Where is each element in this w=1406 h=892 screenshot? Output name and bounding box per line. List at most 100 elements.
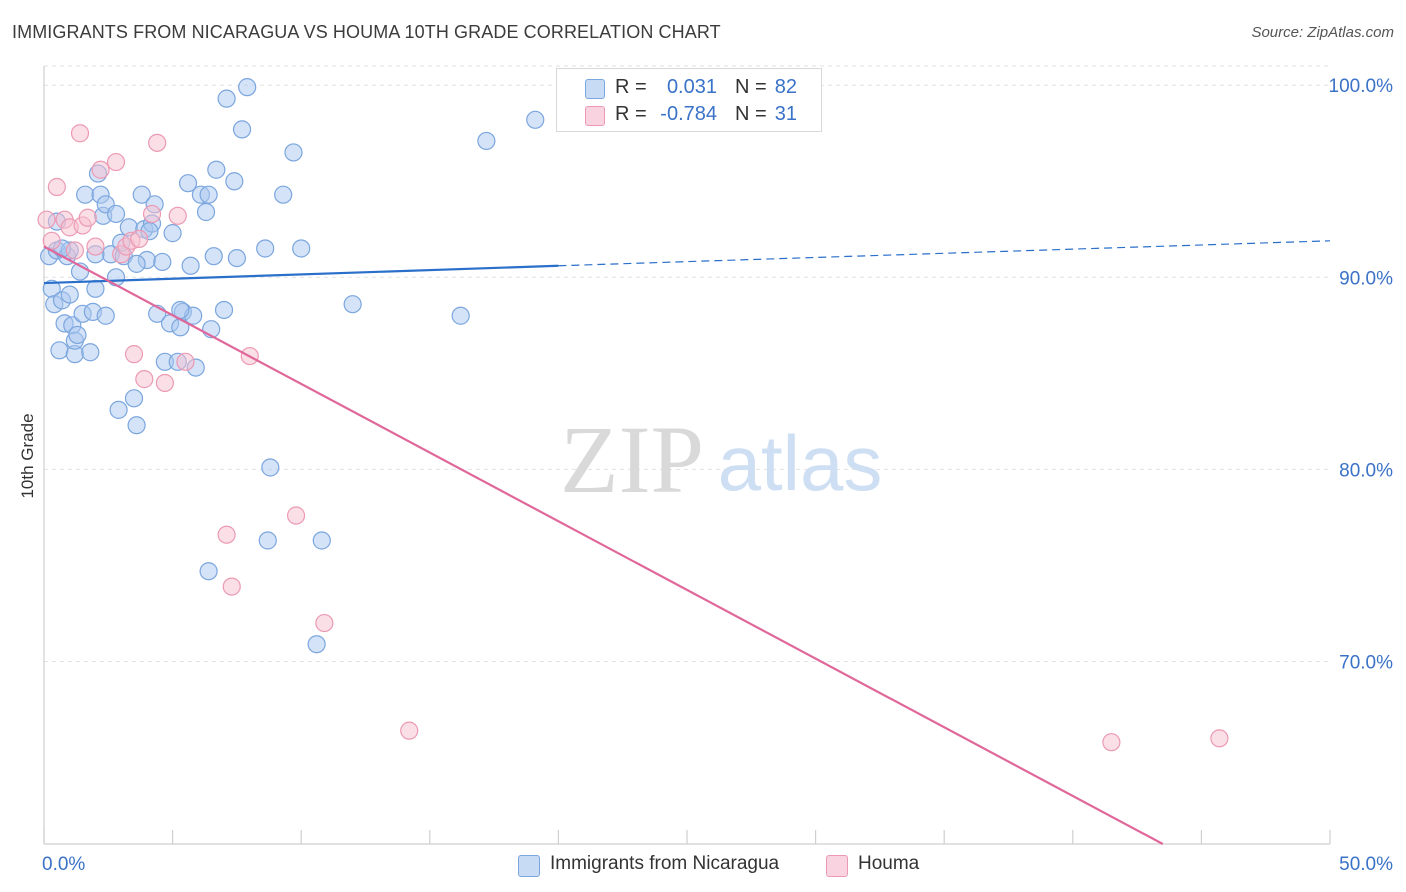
y-tick-label: 100.0%	[1329, 76, 1394, 97]
point-nicaragua	[106, 268, 126, 287]
legend-row-nicaragua: R = 0.031 N = 82	[557, 73, 821, 101]
legend-n-label: N =	[735, 76, 767, 98]
legend-row-houma: R = -0.784 N = 31	[557, 100, 821, 128]
point-houma	[78, 208, 97, 227]
point-houma	[1210, 729, 1229, 748]
point-nicaragua	[81, 343, 100, 362]
point-houma	[286, 506, 306, 525]
point-nicaragua	[181, 256, 200, 275]
legend-n-value: 31	[774, 103, 797, 125]
x-tick-label: 0.0%	[42, 854, 85, 875]
x-tick-marks	[43, 830, 1331, 844]
point-nicaragua	[207, 160, 226, 179]
point-nicaragua	[50, 341, 69, 360]
point-nicaragua	[132, 185, 151, 204]
point-nicaragua	[292, 239, 311, 258]
chart-title: IMMIGRANTS FROM NICARAGUA VS HOUMA 10TH …	[12, 22, 721, 42]
y-tick-label: 90.0%	[1339, 268, 1393, 289]
point-nicaragua	[238, 78, 257, 97]
point-nicaragua	[232, 120, 252, 139]
point-houma	[315, 613, 334, 633]
point-nicaragua	[196, 202, 216, 222]
point-houma	[135, 370, 154, 389]
y-tick-label: 70.0%	[1339, 653, 1393, 674]
point-nicaragua	[284, 143, 303, 162]
point-houma	[70, 124, 90, 143]
point-houma	[86, 237, 105, 256]
point-houma	[91, 160, 110, 179]
point-nicaragua	[68, 325, 87, 345]
legend-swatch-blue	[585, 79, 605, 99]
watermark-zip: ZIP	[560, 406, 704, 513]
point-houma	[176, 352, 195, 371]
series-nicaragua-points	[40, 78, 545, 654]
point-nicaragua	[109, 400, 128, 419]
legend-label-houma: Houma	[858, 853, 920, 874]
legend-label-nicaragua: Immigrants from Nicaragua	[550, 853, 780, 874]
point-nicaragua	[225, 172, 244, 191]
stats-legend: R = 0.031 N = 82 R = -0.784 N = 31	[556, 68, 822, 132]
series-houma-points	[37, 124, 1229, 752]
legend-r-value: 0.031	[666, 76, 717, 98]
point-nicaragua	[106, 204, 126, 224]
point-nicaragua	[217, 89, 236, 108]
x-tick-label: 50.0%	[1339, 854, 1393, 875]
point-houma	[47, 177, 66, 197]
grid-lines	[44, 65, 1330, 663]
point-houma	[65, 241, 84, 260]
point-houma	[222, 577, 241, 596]
point-nicaragua	[163, 224, 182, 243]
x-tick-labels: 0.0% 50.0%	[42, 854, 1393, 875]
legend-n-label: N =	[735, 103, 767, 125]
point-nicaragua	[96, 306, 115, 325]
point-nicaragua	[204, 247, 223, 266]
legend-r-value: -0.784	[660, 103, 717, 125]
point-houma	[142, 204, 162, 224]
point-nicaragua	[451, 306, 470, 325]
legend-swatch-blue	[518, 855, 540, 877]
point-nicaragua	[343, 295, 362, 314]
legend-swatch-pink	[826, 855, 848, 877]
point-houma	[148, 133, 167, 152]
point-nicaragua	[127, 416, 146, 435]
point-nicaragua	[76, 185, 95, 204]
point-nicaragua	[60, 285, 79, 304]
y-tick-labels: 70.0% 80.0% 90.0% 100.0%	[1329, 76, 1394, 673]
trend-line-nicaragua	[43, 264, 559, 285]
watermark-atlas: atlas	[718, 419, 883, 507]
point-nicaragua	[312, 531, 331, 550]
trend-line-nicaragua-extension	[558, 240, 1331, 267]
point-nicaragua	[199, 562, 218, 581]
source-label: Source: ZipAtlas.com	[1251, 24, 1394, 41]
point-houma	[400, 721, 419, 740]
y-axis-label: 10th Grade	[18, 413, 37, 499]
point-nicaragua	[153, 252, 172, 272]
legend-r-label: R =	[615, 103, 647, 125]
point-houma	[37, 210, 56, 229]
trend-line-houma	[43, 245, 1164, 845]
y-tick-label: 80.0%	[1339, 460, 1393, 481]
point-nicaragua	[124, 389, 144, 408]
legend-swatch-pink	[585, 106, 605, 126]
point-nicaragua	[178, 174, 198, 193]
point-nicaragua	[199, 185, 218, 204]
point-nicaragua	[307, 635, 326, 654]
point-nicaragua	[477, 131, 496, 151]
point-nicaragua	[127, 254, 146, 273]
point-nicaragua	[86, 279, 105, 298]
legend-n-value: 82	[774, 76, 797, 98]
watermark: ZIP atlas	[560, 406, 882, 513]
point-nicaragua	[214, 300, 234, 320]
series-legend: Immigrants from Nicaragua Houma	[0, 852, 1406, 878]
point-houma	[1102, 733, 1121, 752]
legend-r-label: R =	[615, 76, 647, 98]
point-houma	[168, 206, 187, 225]
trend-lines	[43, 240, 1331, 845]
point-nicaragua	[256, 239, 275, 258]
point-houma	[130, 229, 149, 248]
point-nicaragua	[526, 110, 545, 129]
point-nicaragua	[227, 248, 246, 268]
point-nicaragua	[258, 531, 277, 550]
point-nicaragua	[261, 458, 280, 477]
